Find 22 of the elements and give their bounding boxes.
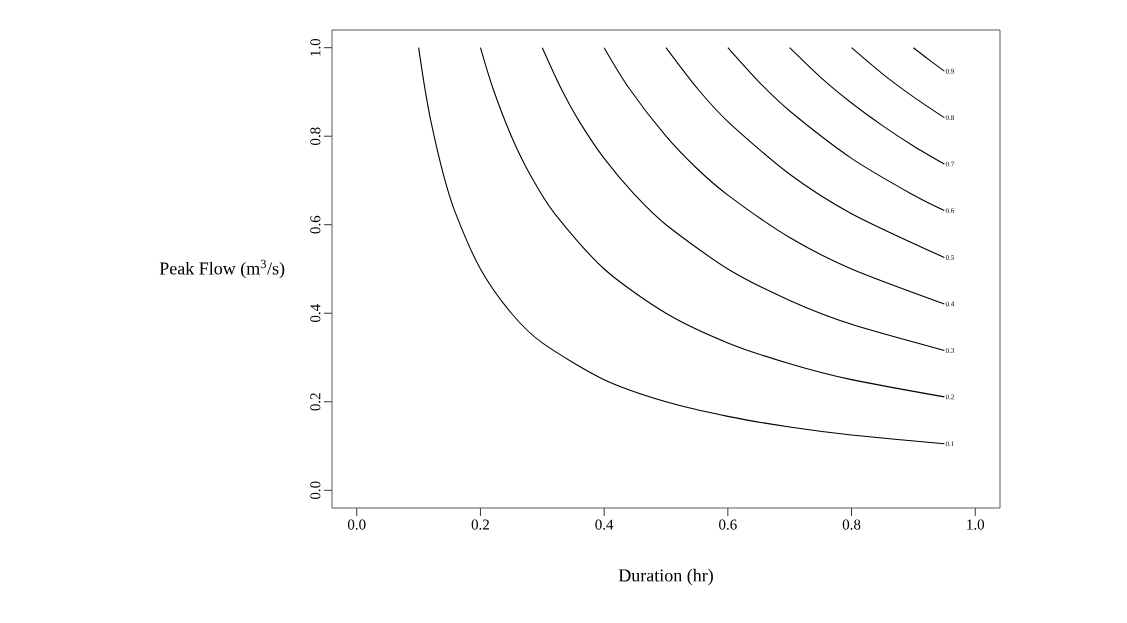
line-series (603, 47, 945, 305)
y-tick-label: 0.4 (310, 304, 321, 323)
line-series (789, 47, 945, 165)
line-series (479, 47, 945, 398)
x-tick-label: 0.0 (347, 519, 366, 530)
x-tick-label: 0.8 (842, 519, 861, 530)
x-tick-label: 0.6 (719, 519, 737, 530)
x-axis-title: Duration (hr) (618, 568, 713, 586)
y-tick-label: 0.2 (310, 393, 321, 411)
line-series (541, 47, 945, 351)
x-tick-label: 0.4 (595, 519, 614, 530)
line-series (418, 47, 945, 445)
y-axis-title: Peak Flow (m$^{3}$/s) (159, 259, 285, 279)
y-tick-label: 0.0 (310, 481, 321, 500)
line-series (851, 47, 945, 119)
y-tick-label: 0.8 (310, 127, 321, 146)
line-series (727, 47, 945, 212)
x-tick-label: 0.2 (471, 519, 489, 530)
x-tick-label: 1.0 (967, 519, 985, 530)
y-tick-label: 0.6 (310, 215, 321, 234)
y-tick-label: 1.0 (310, 38, 321, 56)
line-series (665, 47, 945, 259)
